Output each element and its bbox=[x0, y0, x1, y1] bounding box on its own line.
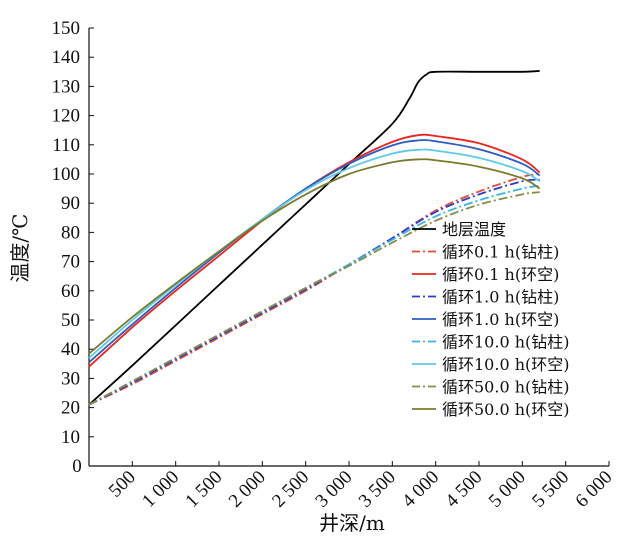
x-tick-label: 3 500 bbox=[355, 467, 400, 512]
x-tick-label: 5 500 bbox=[528, 467, 573, 512]
legend-label: 循环0.1 h(环空) bbox=[442, 265, 559, 284]
x-tick-label: 1 500 bbox=[181, 467, 226, 512]
y-tick-label: 10 bbox=[61, 427, 80, 448]
series-line-6 bbox=[88, 184, 540, 406]
series-line-2 bbox=[88, 173, 540, 406]
x-tick-label: 1 000 bbox=[138, 467, 183, 512]
y-tick-label: 100 bbox=[52, 164, 81, 185]
y-tick-label: 110 bbox=[52, 135, 80, 156]
legend-label: 循环50.0 h(环空) bbox=[442, 400, 570, 419]
legend-label: 循环1.0 h(钻柱) bbox=[442, 288, 559, 307]
series-line-5 bbox=[88, 139, 541, 363]
y-tick-label: 30 bbox=[61, 368, 80, 389]
y-tick-label: 90 bbox=[61, 193, 80, 214]
series-line-7 bbox=[88, 148, 541, 359]
x-tick-label: 4 000 bbox=[398, 467, 443, 512]
x-tick-label: 0 bbox=[72, 456, 82, 477]
y-tick-label: 20 bbox=[61, 398, 80, 419]
y-tick-label: 130 bbox=[52, 76, 81, 97]
y-tick-label: 70 bbox=[61, 252, 80, 273]
x-tick-label: 2 500 bbox=[268, 467, 313, 512]
x-tick-label: 6 000 bbox=[571, 467, 616, 512]
y-tick-label: 140 bbox=[52, 47, 81, 68]
y-tick-label: 60 bbox=[61, 281, 80, 302]
series-line-1 bbox=[88, 70, 540, 406]
series-lines bbox=[88, 70, 541, 406]
y-tick-label: 150 bbox=[52, 18, 81, 39]
legend-label: 循环50.0 h(钻柱) bbox=[442, 378, 570, 397]
series-line-8 bbox=[88, 191, 540, 406]
legend-label: 循环1.0 h(环空) bbox=[442, 310, 559, 329]
x-tick-label: 3 000 bbox=[311, 467, 356, 512]
legend-label: 地层温度 bbox=[442, 220, 506, 239]
legend-label: 循环10.0 h(钻柱) bbox=[442, 333, 570, 352]
legend-label: 循环0.1 h(钻柱) bbox=[442, 243, 559, 262]
legend-label: 循环10.0 h(环空) bbox=[442, 355, 570, 374]
x-axis-label: 井深/m bbox=[319, 511, 385, 535]
y-ticks: 10 20 30 40 50 60 70 80 90 100 110 120 130 140 150 bbox=[52, 18, 94, 448]
series-line-9 bbox=[88, 158, 541, 355]
y-tick-label: 40 bbox=[61, 339, 80, 360]
x-tick-label: 5 000 bbox=[485, 467, 530, 512]
x-tick-label: 500 bbox=[105, 467, 140, 502]
x-tick-label: 2 000 bbox=[225, 467, 270, 512]
y-tick-label: 120 bbox=[52, 106, 81, 127]
x-tick-label: 4 500 bbox=[441, 467, 486, 512]
series-line-4 bbox=[88, 178, 540, 406]
y-tick-label: 80 bbox=[61, 222, 80, 243]
y-axis-label: 温度/℃ bbox=[8, 213, 32, 282]
series-line-3 bbox=[88, 133, 541, 368]
y-tick-label: 50 bbox=[61, 310, 80, 331]
